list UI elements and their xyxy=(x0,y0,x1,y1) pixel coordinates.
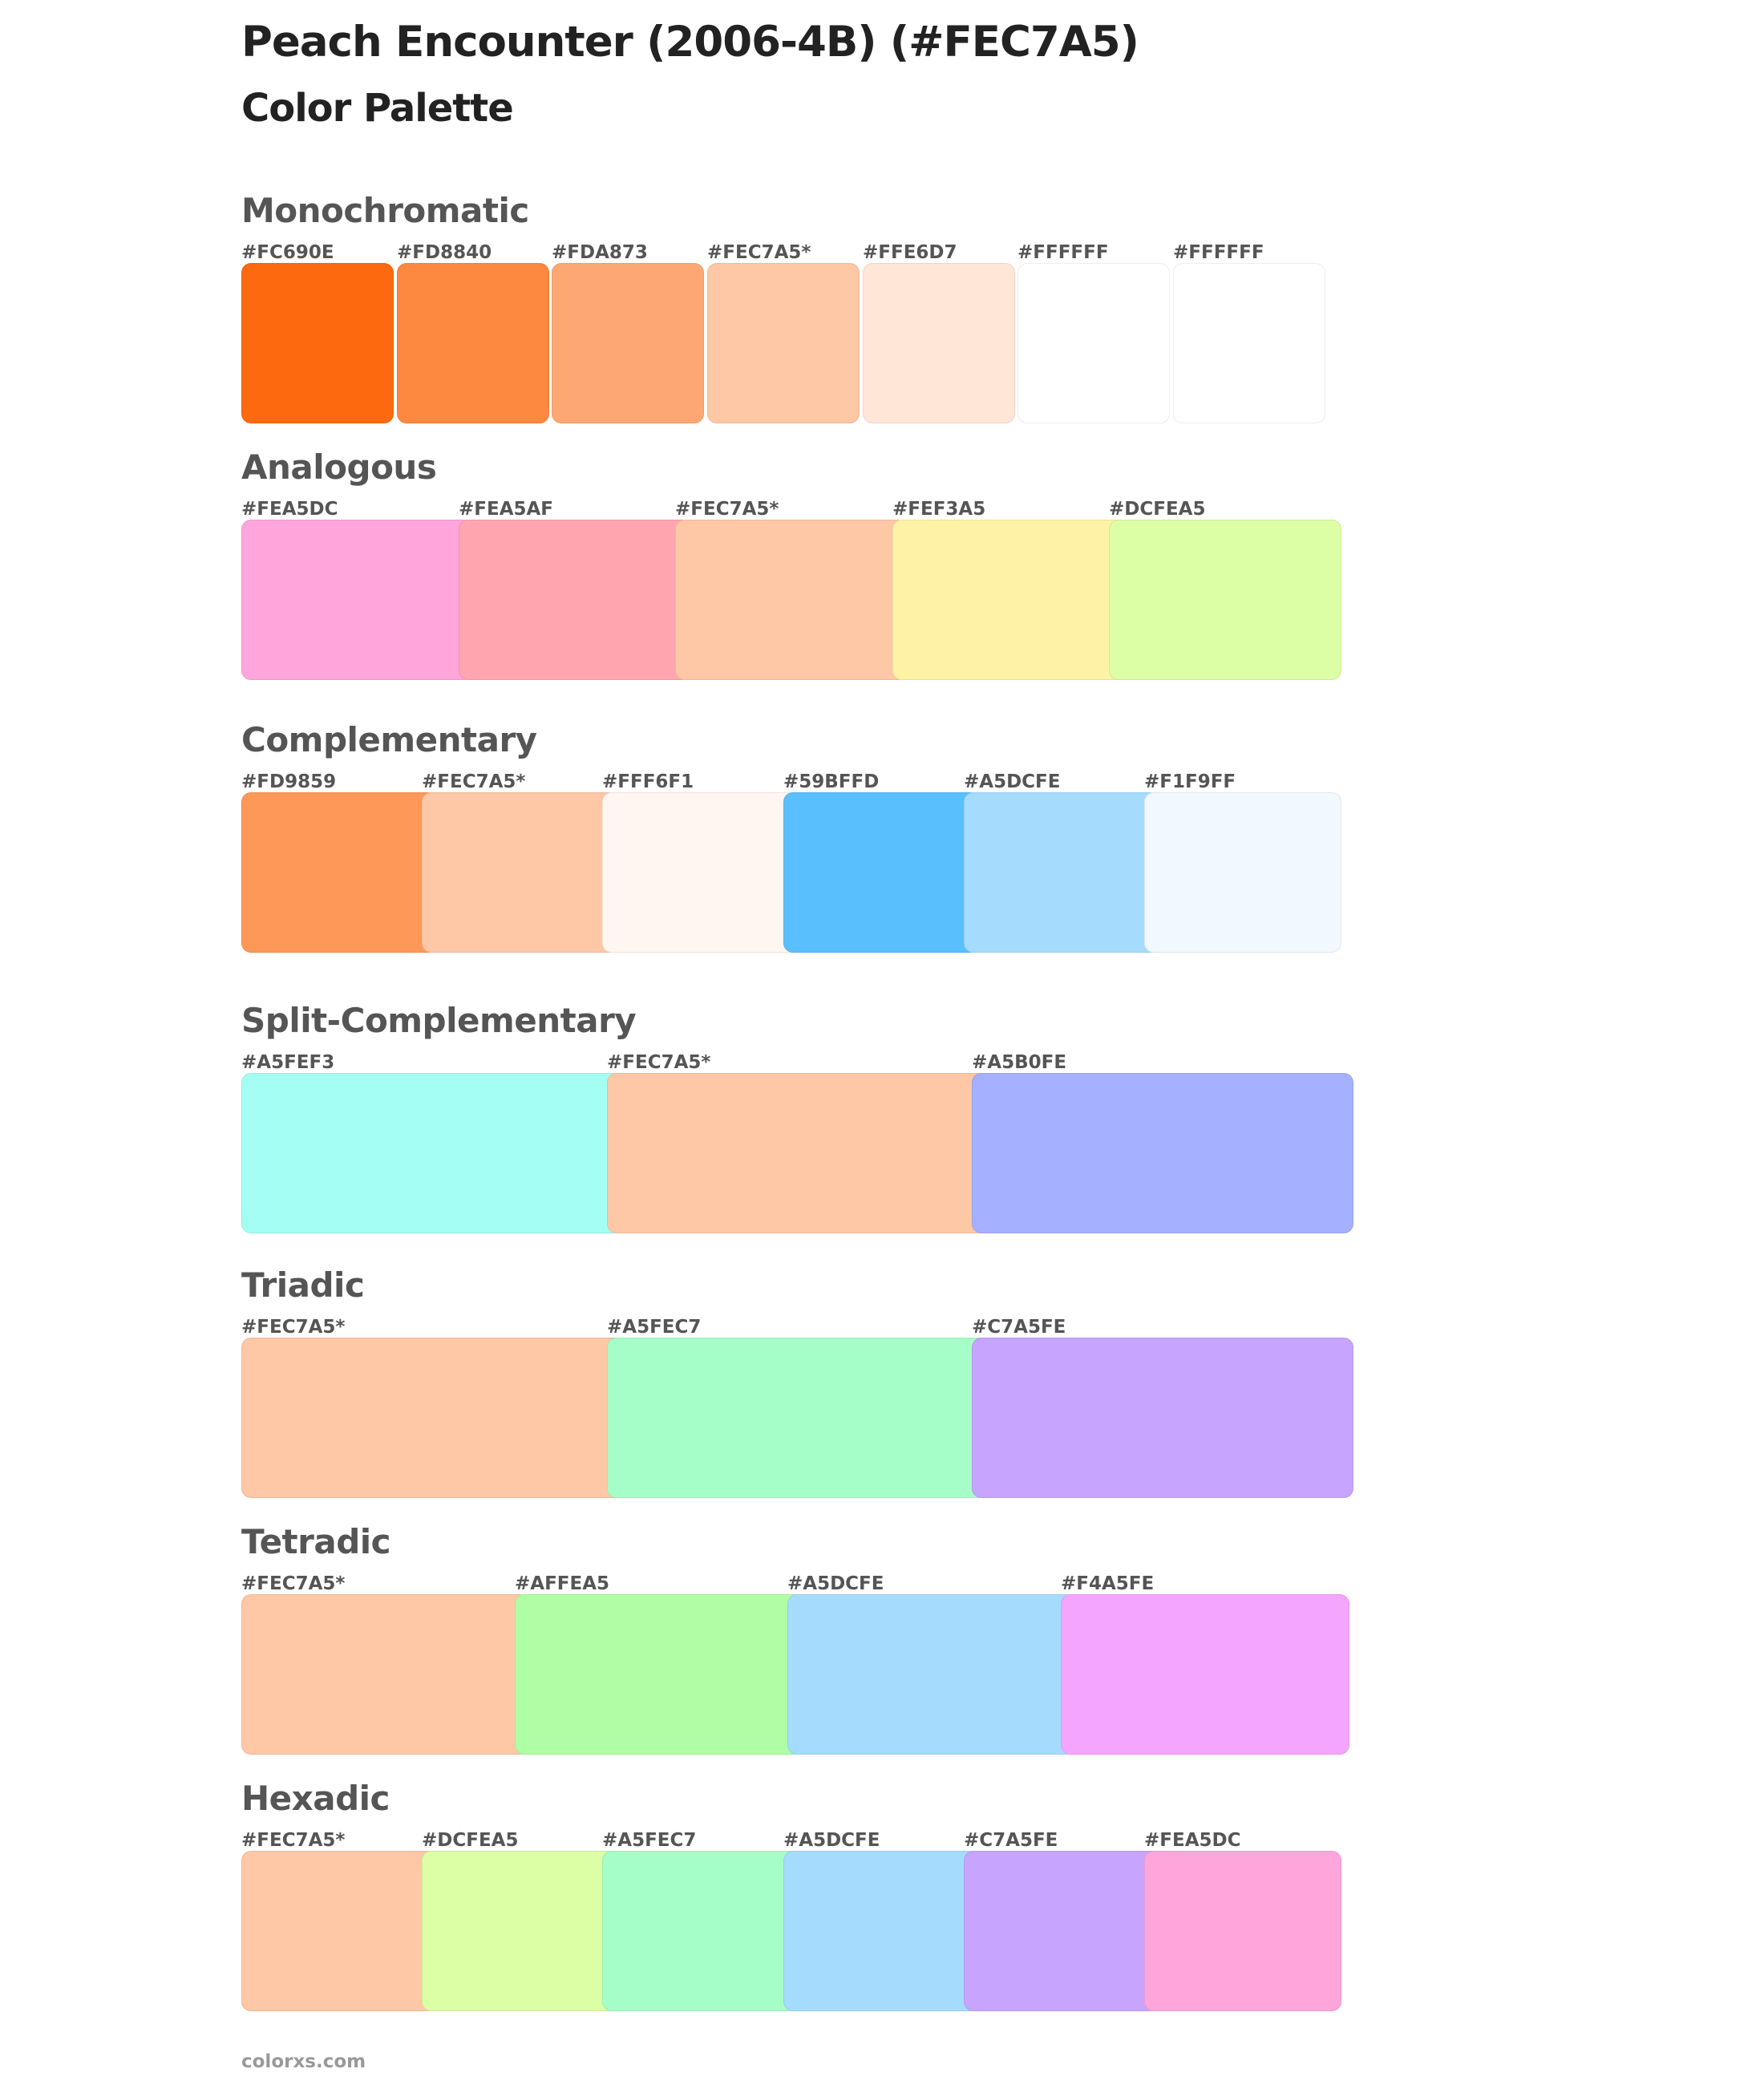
color-swatch[interactable] xyxy=(422,792,619,953)
hex-label: #A5DCFE xyxy=(783,1830,880,1851)
hex-label: #FEC7A5* xyxy=(422,771,526,792)
section-title: Tetradic xyxy=(241,1522,391,1561)
section-title: Hexadic xyxy=(241,1779,390,1818)
hex-label: #A5DCFE xyxy=(964,771,1061,792)
color-swatch[interactable] xyxy=(607,1338,989,1498)
hex-label: #FC690E xyxy=(241,242,334,263)
hex-label: #DCFEA5 xyxy=(422,1830,519,1851)
color-swatch[interactable] xyxy=(1061,1594,1349,1755)
color-swatch[interactable] xyxy=(241,1073,623,1233)
color-swatch[interactable] xyxy=(972,1338,1353,1498)
hex-label: #F4A5FE xyxy=(1061,1573,1155,1594)
color-swatch[interactable] xyxy=(241,1338,623,1498)
hex-label: #FEC7A5* xyxy=(707,242,811,263)
color-swatch[interactable] xyxy=(1109,520,1341,680)
color-swatch[interactable] xyxy=(892,520,1125,680)
color-swatch[interactable] xyxy=(241,263,394,423)
color-swatch[interactable] xyxy=(602,1851,799,2011)
hex-label: #C7A5FE xyxy=(972,1317,1066,1338)
hex-label: #FEC7A5* xyxy=(241,1830,346,1851)
color-swatch[interactable] xyxy=(964,1851,1161,2011)
hex-label: #FFF6F1 xyxy=(602,771,694,792)
hex-label: #FEC7A5* xyxy=(675,499,779,520)
hex-label: #A5B0FE xyxy=(972,1052,1067,1073)
color-swatch[interactable] xyxy=(964,792,1161,953)
color-swatch[interactable] xyxy=(397,263,549,423)
color-swatch[interactable] xyxy=(675,520,908,680)
color-swatch[interactable] xyxy=(972,1073,1353,1233)
hex-label: #FEF3A5 xyxy=(892,499,986,520)
hex-label: #FEA5DC xyxy=(1144,1830,1241,1851)
color-swatch[interactable] xyxy=(459,520,691,680)
color-swatch[interactable] xyxy=(1144,1851,1341,2011)
color-swatch[interactable] xyxy=(241,792,439,953)
hex-label: #FEC7A5* xyxy=(607,1052,711,1073)
color-swatch[interactable] xyxy=(1173,263,1325,423)
color-swatch[interactable] xyxy=(1018,263,1170,423)
hex-label: #FFFFFF xyxy=(1173,242,1264,263)
section-title: Split-Complementary xyxy=(241,1001,637,1040)
hex-label: #FFFFFF xyxy=(1018,242,1109,263)
hex-label: #FEC7A5* xyxy=(241,1573,346,1594)
hex-label: #C7A5FE xyxy=(964,1830,1058,1851)
hex-label: #FDA873 xyxy=(552,242,648,263)
hex-label: #F1F9FF xyxy=(1144,771,1236,792)
hex-label: #A5FEF3 xyxy=(241,1052,335,1073)
color-swatch[interactable] xyxy=(787,1594,1076,1755)
hex-label: #FEC7A5* xyxy=(241,1317,346,1338)
footer-site-name: colorxs.com xyxy=(241,2051,366,2072)
color-swatch[interactable] xyxy=(863,263,1015,423)
color-swatch[interactable] xyxy=(241,1594,530,1755)
hex-label: #FD8840 xyxy=(397,242,492,263)
color-swatch[interactable] xyxy=(783,792,981,953)
hex-label: #59BFFD xyxy=(783,771,880,792)
hex-label: #DCFEA5 xyxy=(1109,499,1206,520)
color-swatch[interactable] xyxy=(515,1594,803,1755)
color-swatch[interactable] xyxy=(707,263,860,423)
hex-label: #FEA5DC xyxy=(241,499,338,520)
page-subtitle: Color Palette xyxy=(241,86,514,131)
section-title: Analogous xyxy=(241,447,437,487)
section-title: Triadic xyxy=(241,1265,365,1305)
hex-label: #FFE6D7 xyxy=(863,242,957,263)
color-swatch[interactable] xyxy=(1144,792,1341,953)
hex-label: #A5DCFE xyxy=(787,1573,884,1594)
section-title: Complementary xyxy=(241,720,537,759)
hex-label: #FEA5AF xyxy=(459,499,554,520)
color-swatch[interactable] xyxy=(602,792,799,953)
color-swatch[interactable] xyxy=(607,1073,989,1233)
color-swatch[interactable] xyxy=(783,1851,981,2011)
hex-label: #A5FEC7 xyxy=(607,1317,702,1338)
hex-label: #AFFEA5 xyxy=(515,1573,610,1594)
page-title: Peach Encounter (2006-4B) (#FEC7A5) xyxy=(241,18,1139,67)
section-title: Monochromatic xyxy=(241,191,529,230)
hex-label: #A5FEC7 xyxy=(602,1830,697,1851)
color-swatch[interactable] xyxy=(552,263,704,423)
color-swatch[interactable] xyxy=(241,520,474,680)
color-swatch[interactable] xyxy=(422,1851,619,2011)
hex-label: #FD9859 xyxy=(241,771,337,792)
color-swatch[interactable] xyxy=(241,1851,439,2011)
